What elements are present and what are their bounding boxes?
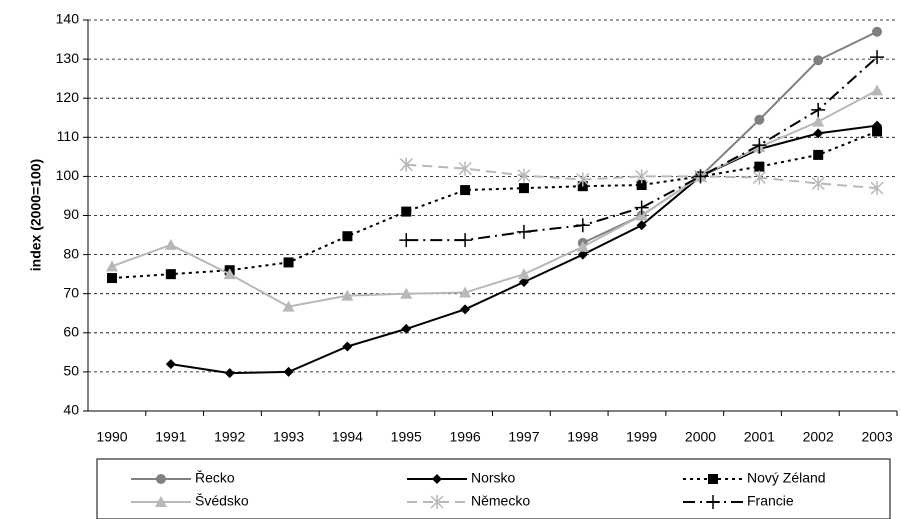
data-point [752,170,766,185]
data-point [224,368,235,379]
series-line [406,163,878,190]
legend-label: Německo [471,493,530,509]
legend-marker [706,495,720,509]
data-point [870,181,884,196]
legend-marker [708,474,718,484]
data-point [693,169,708,184]
legend-marker [156,474,166,484]
x-tick-label: 1995 [391,429,422,445]
data-point [400,287,413,299]
data-point [283,257,294,268]
x-tick-label: 1998 [567,429,598,445]
data-point [634,200,649,215]
data-point [165,359,176,370]
legend-label: Švédsko [195,493,249,509]
data-point [458,161,472,176]
series-line [406,56,878,242]
data-point [576,172,590,187]
data-point [401,206,412,217]
x-tick-label: 1994 [332,429,363,445]
data-point [517,268,530,280]
legend [96,458,891,519]
data-point [577,249,588,260]
data-point [813,149,824,160]
y-tick-label: 50 [63,363,79,379]
legend-label: Nový Zéland [747,470,826,486]
x-tick-label: 2000 [685,429,716,445]
data-point [399,157,413,172]
data-point [752,138,767,153]
x-tick-label: 2003 [861,429,892,445]
data-point [812,115,825,127]
data-point [401,323,412,334]
x-tick-label: 2001 [744,429,775,445]
x-tick-label: 1991 [155,429,186,445]
data-point [283,366,294,377]
y-tick-label: 60 [63,324,79,340]
series-line [111,130,878,280]
data-point [754,161,765,172]
data-point [107,273,117,284]
legend-label: Francie [747,493,794,509]
data-point [872,126,883,137]
y-axis-label: index (2000=100) [28,159,44,271]
data-point [399,233,414,248]
data-point [518,183,529,194]
data-point [870,50,885,65]
legend-marker [155,496,167,507]
series-line [111,89,878,308]
data-point [341,289,354,301]
data-point [754,114,765,125]
data-point [871,84,884,96]
data-point [517,168,531,183]
x-tick-label: 1997 [508,429,539,445]
x-tick-label: 1992 [214,429,245,445]
x-tick-label: 2002 [803,429,834,445]
y-tick-label: 90 [63,206,79,222]
data-point [811,176,825,191]
legend-label: Řecko [195,470,235,486]
y-tick-label: 120 [56,89,80,105]
x-tick-label: 1996 [450,429,481,445]
data-point [636,180,647,191]
data-point [635,169,649,184]
data-point [164,238,177,250]
data-point [458,233,473,248]
data-point [872,120,883,131]
data-point [342,341,353,352]
legend-marker [430,495,444,509]
data-point [106,260,118,272]
x-tick-label: 1993 [273,429,304,445]
data-point [575,218,590,233]
y-tick-label: 100 [56,167,80,183]
y-tick-label: 130 [56,50,80,66]
data-point [813,55,824,66]
data-point [872,26,883,37]
data-point [516,224,531,239]
y-tick-label: 110 [57,128,80,144]
data-point [165,269,176,280]
legend-marker [432,474,442,484]
data-point [811,102,826,117]
data-point [223,268,236,280]
x-tick-label: 1990 [96,429,127,445]
data-point [813,128,824,139]
y-tick-label: 40 [63,402,79,418]
y-tick-label: 140 [56,11,80,27]
data-point [635,209,648,221]
x-tick-label: 1999 [626,429,657,445]
data-point [342,231,353,242]
data-point [459,286,472,298]
data-point [460,304,471,315]
data-point [636,220,647,231]
y-tick-label: 70 [63,284,79,300]
y-tick-label: 80 [63,245,79,261]
data-point [282,300,295,312]
legend-label: Norsko [471,470,516,486]
data-point [576,240,589,252]
data-point [460,185,471,196]
data-point [518,276,529,287]
